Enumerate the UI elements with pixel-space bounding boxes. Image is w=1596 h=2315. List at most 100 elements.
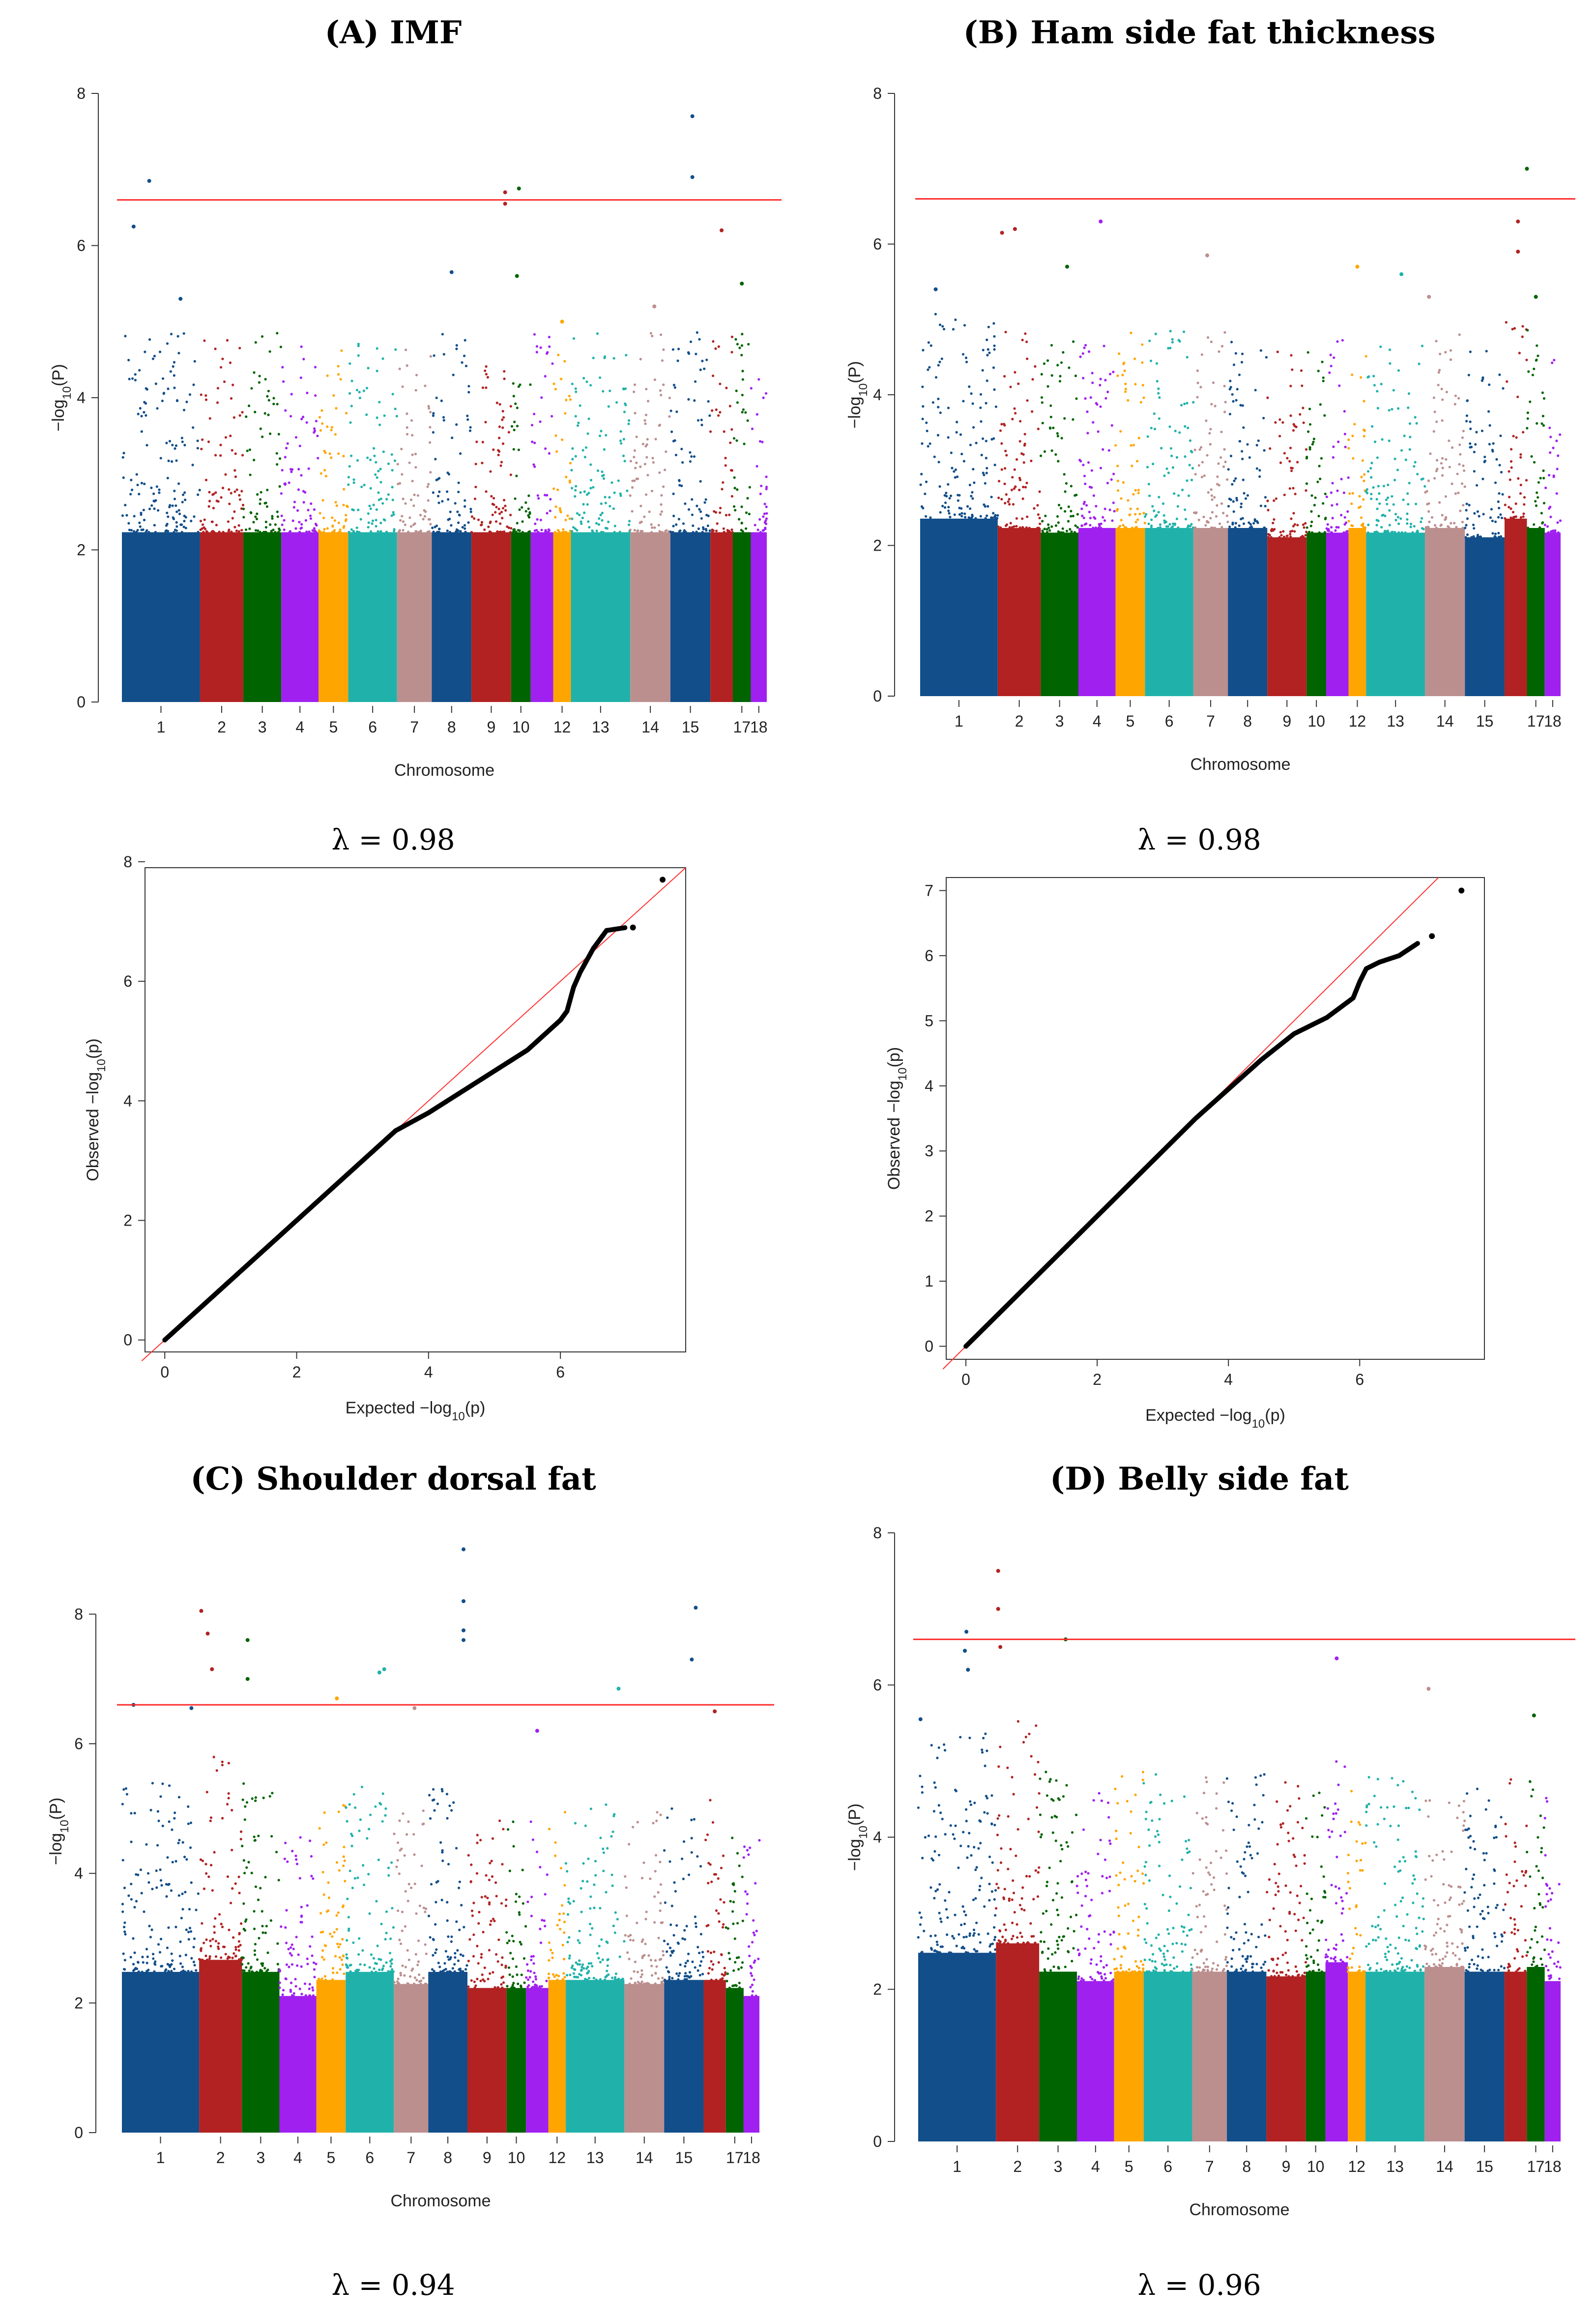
snp-point xyxy=(197,530,200,533)
snp-point xyxy=(1331,517,1334,520)
snp-point xyxy=(699,480,702,483)
snp-point xyxy=(454,1952,457,1955)
snp-point xyxy=(661,1976,664,1979)
snp-point xyxy=(548,345,551,348)
snp-point xyxy=(134,379,137,381)
snp-point xyxy=(1464,527,1467,529)
snp-point xyxy=(922,405,925,408)
snp-point xyxy=(666,1816,669,1819)
snp-point xyxy=(765,505,768,508)
snp-point xyxy=(1042,531,1045,534)
snp-point xyxy=(732,505,736,508)
snp-point xyxy=(571,1964,574,1967)
snp-point xyxy=(1424,526,1427,529)
snp-point xyxy=(548,452,551,455)
snp-point xyxy=(598,1944,601,1948)
snp-point xyxy=(587,1857,590,1860)
snp-point xyxy=(522,1957,526,1960)
snp-point xyxy=(751,1941,754,1944)
snp-point xyxy=(722,527,725,530)
snp-point xyxy=(171,1959,174,1962)
snp-point xyxy=(406,1949,409,1952)
snp-point xyxy=(392,511,395,514)
snp-point xyxy=(1427,479,1430,482)
snp-point xyxy=(309,514,312,517)
snp-point xyxy=(413,522,416,525)
snp-point xyxy=(651,457,654,460)
snp-point xyxy=(125,514,128,517)
snp-point xyxy=(165,524,168,527)
snp-point xyxy=(470,1909,474,1912)
snp-point xyxy=(403,1854,406,1857)
snp-point xyxy=(456,1949,459,1952)
snp-point xyxy=(971,515,974,518)
snp-point xyxy=(1038,490,1041,493)
snp-point xyxy=(627,1935,630,1938)
snp-point xyxy=(1536,344,1538,347)
snp-point xyxy=(947,509,950,512)
snp-point xyxy=(1122,524,1125,527)
snp-point xyxy=(604,1976,607,1979)
snp-point xyxy=(969,1800,972,1803)
snp-point xyxy=(1074,494,1076,497)
snp-point xyxy=(1363,435,1365,438)
snp-point xyxy=(1158,496,1161,498)
snp-point xyxy=(400,447,403,450)
snp-point xyxy=(1211,511,1214,514)
chromosome-block-1 xyxy=(918,1953,996,2141)
snp-point xyxy=(982,471,985,474)
snp-point xyxy=(1314,496,1317,499)
snp-point xyxy=(132,1969,135,1972)
snp-point xyxy=(1022,486,1025,489)
snp-point xyxy=(337,521,340,525)
snp-point xyxy=(306,1957,309,1961)
x-tick-label: 8 xyxy=(1243,712,1252,730)
snp-point xyxy=(1376,407,1379,410)
snp-point xyxy=(209,1864,213,1867)
snp-point xyxy=(582,377,585,380)
snp-point xyxy=(548,1959,551,1962)
snp-point xyxy=(725,386,728,389)
snp-point xyxy=(374,473,377,476)
snp-point xyxy=(671,530,674,534)
snp-point xyxy=(663,1978,667,1981)
snp-point xyxy=(483,1966,486,1969)
snp-point xyxy=(698,1964,701,1967)
snp-point xyxy=(1208,432,1211,435)
snp-point xyxy=(1211,498,1214,501)
snp-point xyxy=(180,1970,183,1973)
snp-point xyxy=(951,1934,954,1937)
snp-point xyxy=(450,1809,453,1812)
snp-point xyxy=(220,496,223,499)
snp-point xyxy=(919,1774,922,1778)
snp-point xyxy=(558,530,561,533)
y-tick-label: 4 xyxy=(74,1865,83,1882)
snp-point xyxy=(498,403,501,406)
snp-point xyxy=(1041,520,1044,523)
peak-snp-point xyxy=(1427,294,1431,299)
snp-point xyxy=(1549,436,1552,439)
snp-point xyxy=(659,1883,662,1886)
snp-point xyxy=(696,1855,699,1858)
snp-point xyxy=(191,464,194,467)
x-tick-label: 2 xyxy=(216,2149,225,2167)
snp-point xyxy=(1141,383,1144,387)
snp-point xyxy=(1304,534,1307,537)
snp-point xyxy=(567,1901,570,1904)
chromosome-block-6 xyxy=(346,1972,394,2133)
snp-point xyxy=(960,507,963,510)
snp-point xyxy=(324,1944,327,1947)
snp-point xyxy=(985,1794,987,1798)
snp-point xyxy=(726,528,729,532)
snp-point xyxy=(586,1965,589,1968)
chromosome-block-11 xyxy=(1326,532,1349,696)
snp-point xyxy=(1091,381,1094,384)
snp-point xyxy=(165,1895,168,1898)
snp-point xyxy=(741,1961,744,1964)
snp-point xyxy=(342,1904,345,1907)
snp-point xyxy=(1480,429,1484,433)
snp-point xyxy=(518,1911,521,1914)
snp-point xyxy=(608,496,611,499)
snp-point xyxy=(154,530,157,534)
